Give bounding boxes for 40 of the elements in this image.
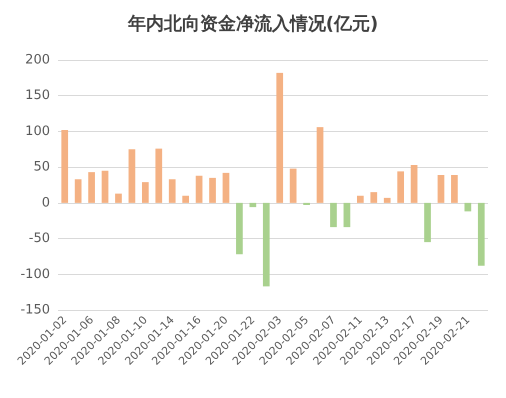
bar: [344, 202, 350, 228]
bar: [464, 202, 472, 212]
bar: [155, 148, 162, 203]
y-tick-label: 200: [25, 52, 50, 68]
y-tick-label: 50: [33, 160, 50, 175]
bar: [316, 127, 324, 203]
bar: [262, 202, 270, 286]
y-tick-label: 100: [25, 124, 50, 139]
bar: [196, 176, 202, 203]
bar: [384, 198, 391, 203]
bar: [142, 182, 149, 203]
bar: [88, 172, 95, 203]
bar: [74, 179, 82, 203]
bar: [102, 170, 108, 203]
bar: [182, 196, 190, 203]
bar: [478, 202, 485, 266]
bar: [128, 149, 136, 203]
chart-title: 年内北向资金净流入情况(亿元): [126, 14, 378, 34]
bar: [330, 202, 337, 228]
bar: [61, 130, 68, 203]
bar: [115, 194, 122, 203]
bar: [222, 172, 230, 203]
y-tick-label: -50: [28, 231, 50, 246]
bar: [424, 202, 431, 242]
bar: [236, 202, 243, 254]
bar: [209, 178, 216, 203]
bar: [451, 175, 458, 203]
y-tick-label: -100: [20, 266, 50, 282]
bar: [410, 165, 418, 203]
bar: [397, 171, 404, 203]
y-tick-label: 0: [42, 195, 50, 210]
bar: [438, 175, 444, 203]
bar: [276, 72, 284, 203]
bar: [249, 202, 256, 208]
bar: [290, 168, 297, 203]
y-tick-label: -150: [20, 302, 50, 318]
bar: [370, 192, 378, 203]
bar: [168, 179, 176, 203]
bar: [356, 196, 364, 203]
y-tick-label: 150: [25, 88, 50, 104]
